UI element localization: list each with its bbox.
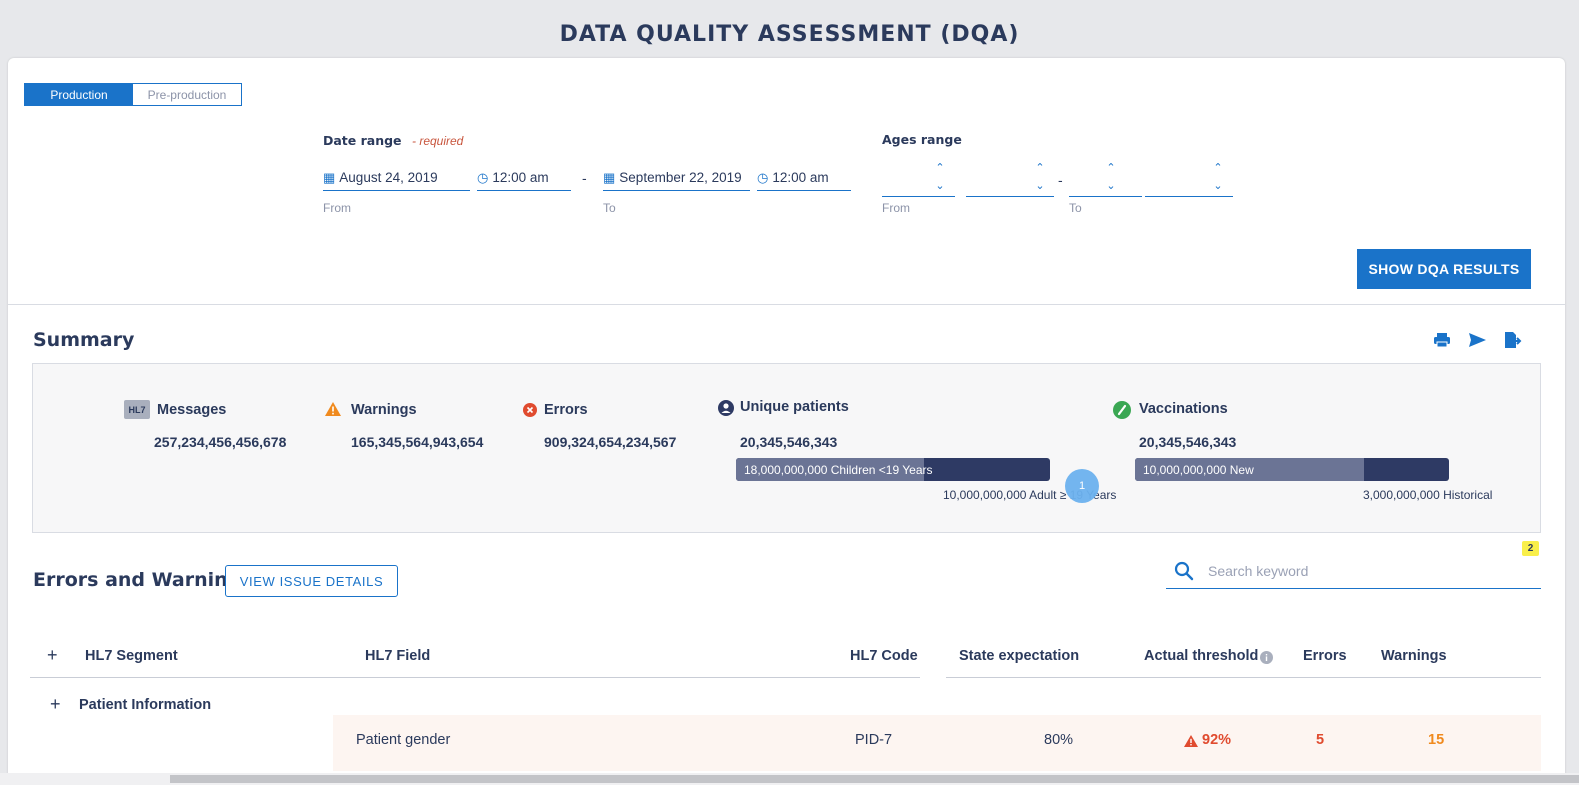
to-time-value: 12:00 am: [772, 170, 829, 185]
errors-label: Errors: [544, 402, 588, 418]
age-from-min-field[interactable]: [882, 171, 955, 197]
from-date-value: August 24, 2019: [339, 170, 438, 185]
row-actual: 92%: [1202, 732, 1232, 748]
messages-label: Messages: [157, 402, 227, 418]
vaccinations-historical-note: 3,000,000,000 Historical: [1363, 488, 1493, 502]
chevron-down-icon[interactable]: ⌄: [1213, 180, 1223, 192]
to-caption: To: [603, 201, 616, 215]
age-to-min-field[interactable]: [1069, 171, 1142, 197]
view-issue-details-button[interactable]: VIEW ISSUE DETAILS: [225, 565, 398, 597]
age-from-max-field[interactable]: [966, 171, 1054, 197]
vaccine-icon: [1113, 401, 1131, 419]
chevron-down-icon[interactable]: ⌄: [935, 180, 945, 192]
messages-value: 257,234,456,456,678: [154, 434, 287, 450]
summary-box: HL7 Messages 257,234,456,456,678 Warning…: [32, 363, 1541, 533]
col-actual-threshold-label: Actual threshold: [1144, 648, 1259, 664]
error-icon: [523, 403, 537, 417]
warnings-label: Warnings: [351, 402, 417, 418]
hint-badge-2[interactable]: 2: [1522, 541, 1539, 556]
export-icon[interactable]: [1503, 331, 1522, 349]
hl7-icon: HL7: [124, 400, 150, 419]
divider: [8, 304, 1565, 305]
ages-from-caption: From: [882, 201, 910, 215]
ages-to-caption: To: [1069, 201, 1082, 215]
dqa-panel: Production Pre-production Date range - r…: [8, 58, 1565, 785]
horizontal-scrollbar[interactable]: [0, 773, 1579, 785]
search-icon: [1174, 561, 1194, 581]
chevron-up-icon[interactable]: ⌃: [1213, 162, 1223, 174]
summary-title: Summary: [33, 329, 135, 351]
errors-value: 909,324,654,234,567: [544, 434, 677, 450]
row-field: Patient gender: [356, 732, 451, 748]
page-title: DATA QUALITY ASSESSMENT (DQA): [559, 22, 1020, 47]
unique-patients-label: Unique patients: [740, 399, 849, 415]
production-tab[interactable]: Production: [25, 84, 133, 105]
alert-icon: [1184, 735, 1198, 747]
vaccinations-bar-fill: 10,000,000,000 New: [1135, 458, 1365, 481]
from-time-value: 12:00 am: [492, 170, 549, 185]
chevron-down-icon[interactable]: ⌄: [1106, 180, 1116, 192]
expand-all-button[interactable]: +: [47, 645, 58, 665]
row-errors[interactable]: 5: [1316, 732, 1325, 748]
date-separator: -: [582, 170, 587, 186]
date-range-label: Date range: [323, 133, 402, 148]
hint-badge-1[interactable]: 1: [1065, 469, 1099, 503]
vaccinations-value: 20,345,546,343: [1139, 434, 1237, 450]
warning-icon: [325, 402, 341, 416]
ages-separator: -: [1058, 172, 1063, 188]
patient-icon: [718, 400, 734, 416]
to-date-field[interactable]: ▦ September 22, 2019: [603, 165, 750, 191]
chevron-up-icon[interactable]: ⌃: [1035, 162, 1045, 174]
calendar-icon: ▦: [323, 169, 336, 185]
info-icon[interactable]: [1260, 651, 1273, 664]
header-underline: [946, 677, 1541, 678]
patients-bar: 18,000,000,000 Children <19 Years: [736, 458, 1050, 481]
date-range-header: Date range - required: [323, 132, 463, 150]
expand-group-button[interactable]: +: [50, 694, 61, 714]
col-hl7-field[interactable]: HL7 Field: [365, 648, 431, 664]
errors-warnings-title: Errors and Warnings: [33, 569, 253, 591]
chevron-down-icon[interactable]: ⌄: [1035, 180, 1045, 192]
show-dqa-results-button[interactable]: SHOW DQA RESULTS: [1357, 249, 1531, 289]
col-actual-threshold[interactable]: Actual threshold: [1144, 648, 1258, 664]
col-errors[interactable]: Errors: [1303, 648, 1347, 664]
chevron-up-icon[interactable]: ⌃: [935, 162, 945, 174]
row-warnings[interactable]: 15: [1428, 732, 1445, 748]
from-caption: From: [323, 201, 351, 215]
environment-toggle: Production Pre-production: [24, 83, 242, 106]
group-patient-information[interactable]: Patient Information: [79, 697, 212, 713]
pre-production-tab[interactable]: Pre-production: [133, 84, 241, 105]
send-icon[interactable]: [1468, 332, 1487, 348]
vaccinations-bar: 10,000,000,000 New: [1135, 458, 1449, 481]
from-time-field[interactable]: ◷ 12:00 am: [477, 165, 571, 191]
row-state: 80%: [1044, 732, 1074, 748]
patients-bar-fill: 18,000,000,000 Children <19 Years: [736, 458, 933, 481]
print-icon[interactable]: [1433, 332, 1451, 348]
col-hl7-segment[interactable]: HL7 Segment: [85, 648, 178, 664]
to-date-value: September 22, 2019: [619, 170, 742, 185]
from-date-field[interactable]: ▦ August 24, 2019: [323, 165, 470, 191]
calendar-icon: ▦: [603, 169, 616, 185]
col-state-expectation[interactable]: State expectation: [959, 648, 1080, 664]
vaccinations-label: Vaccinations: [1139, 401, 1228, 417]
clock-icon: ◷: [477, 169, 489, 185]
chevron-up-icon[interactable]: ⌃: [1106, 162, 1116, 174]
required-label: - required: [412, 134, 464, 148]
search-input[interactable]: [1208, 563, 1528, 579]
scrollbar-thumb[interactable]: [170, 775, 1579, 783]
warnings-value: 165,345,564,943,654: [351, 434, 484, 450]
col-warnings[interactable]: Warnings: [1381, 648, 1447, 664]
table-row[interactable]: Patient gender PID-7 80% 92% 5 15: [333, 715, 1541, 771]
row-code: PID-7: [855, 732, 893, 748]
ages-range-label: Ages range: [882, 132, 962, 147]
to-time-field[interactable]: ◷ 12:00 am: [757, 165, 851, 191]
unique-patients-value: 20,345,546,343: [740, 434, 838, 450]
col-hl7-code[interactable]: HL7 Code: [850, 648, 918, 664]
age-to-max-field[interactable]: [1145, 171, 1233, 197]
search-bar: [1166, 554, 1541, 589]
clock-icon: ◷: [757, 169, 769, 185]
header-underline: [30, 677, 920, 678]
